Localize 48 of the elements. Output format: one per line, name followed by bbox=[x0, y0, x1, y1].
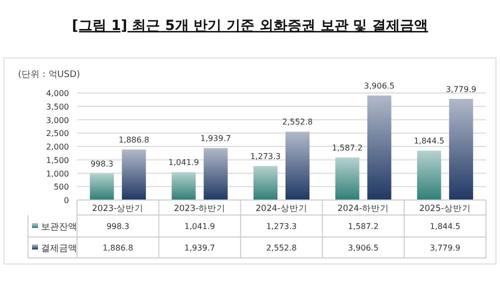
text: 1,041.9 bbox=[168, 158, 199, 168]
y-tick-label: 500 bbox=[54, 182, 69, 192]
data-label: 998.3 bbox=[106, 222, 130, 231]
legend-label: 결제금액 bbox=[41, 244, 77, 254]
data-label: 1,041.9 bbox=[184, 222, 215, 231]
text: 998.3 bbox=[90, 159, 114, 168]
x-tick-label: 2024-하반기 bbox=[337, 204, 390, 214]
text: 1,886.8 bbox=[118, 136, 150, 145]
y-tick-label: 4,000 bbox=[46, 89, 69, 98]
data-label: 2,552.8 bbox=[266, 244, 297, 252]
data-label: 1,939.7 bbox=[184, 244, 215, 252]
bar bbox=[286, 132, 310, 200]
data-label: 1,587.2 bbox=[348, 222, 379, 231]
chart-title: [그림 1] 최근 5개 반기 기준 외화증권 보관 및 결제금액 bbox=[72, 18, 428, 34]
text: 1,939.7 bbox=[200, 134, 231, 144]
text: 1,273.3 bbox=[250, 152, 281, 161]
text: 3,906.5 bbox=[364, 82, 395, 90]
y-tick-label: 3,000 bbox=[46, 116, 69, 125]
bar bbox=[335, 158, 360, 200]
x-tick-label: 2023-상반기 bbox=[92, 204, 144, 214]
x-tick-label: 2024-상반기 bbox=[256, 204, 308, 214]
data-label: 1,886.8 bbox=[102, 244, 134, 252]
y-tick-label: 1,500 bbox=[46, 156, 69, 165]
text: 1,587.2 bbox=[332, 144, 363, 153]
x-tick-label: 2025-상반기 bbox=[419, 204, 471, 214]
y-tick-label: 2,000 bbox=[46, 142, 69, 152]
text: 3,779.9 bbox=[446, 84, 476, 94]
bar bbox=[172, 172, 196, 200]
bar bbox=[204, 148, 228, 200]
bar bbox=[417, 150, 442, 200]
bar bbox=[90, 173, 114, 200]
data-label: 3,906.5 bbox=[348, 244, 379, 252]
text: (단위 : 억USD) bbox=[18, 70, 80, 80]
y-tick-label: 2,500 bbox=[46, 129, 69, 138]
data-label: 1,273.3 bbox=[266, 222, 297, 231]
text: 2,552.8 bbox=[282, 118, 313, 127]
legend-label: 보관잔액 bbox=[41, 222, 77, 232]
bar bbox=[122, 150, 146, 200]
y-tick-label: 1,000 bbox=[46, 169, 69, 178]
x-tick-label: 2023-하반기 bbox=[174, 204, 226, 214]
data-label: 3,779.9 bbox=[430, 244, 460, 252]
bar bbox=[449, 98, 474, 200]
bar bbox=[367, 96, 392, 200]
y-tick-label: 0 bbox=[64, 196, 69, 205]
text: 1,844.5 bbox=[414, 136, 444, 146]
y-tick-label: 3,500 bbox=[46, 102, 69, 112]
bar bbox=[254, 166, 278, 200]
data-label: 1,844.5 bbox=[430, 222, 460, 231]
